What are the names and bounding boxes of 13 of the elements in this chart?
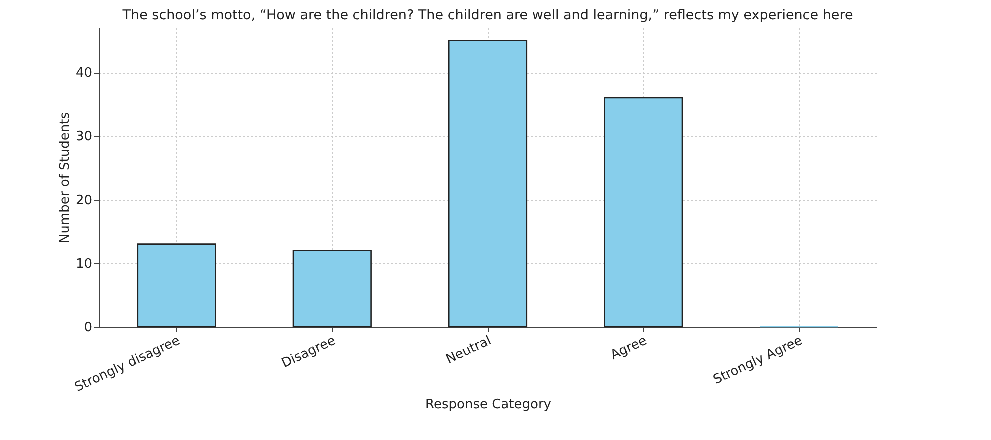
y-tick-label: 40 [76,66,92,82]
y-tick-label: 10 [76,256,92,272]
y-tick-label: 20 [76,193,92,208]
bar [292,250,372,328]
bar [604,97,684,328]
chart-title: The school’s motto, “How are the children? The children are well and learning,” reflects my experience here [122,8,854,24]
x-tick-label: Agree [608,334,650,364]
y-axis-title: Number of Students [58,112,73,244]
y-tick-label: 30 [76,130,92,145]
y-tick-label: 0 [84,320,92,336]
bar [448,40,528,328]
x-axis-title: Response Category [426,398,552,413]
bar [137,244,216,328]
